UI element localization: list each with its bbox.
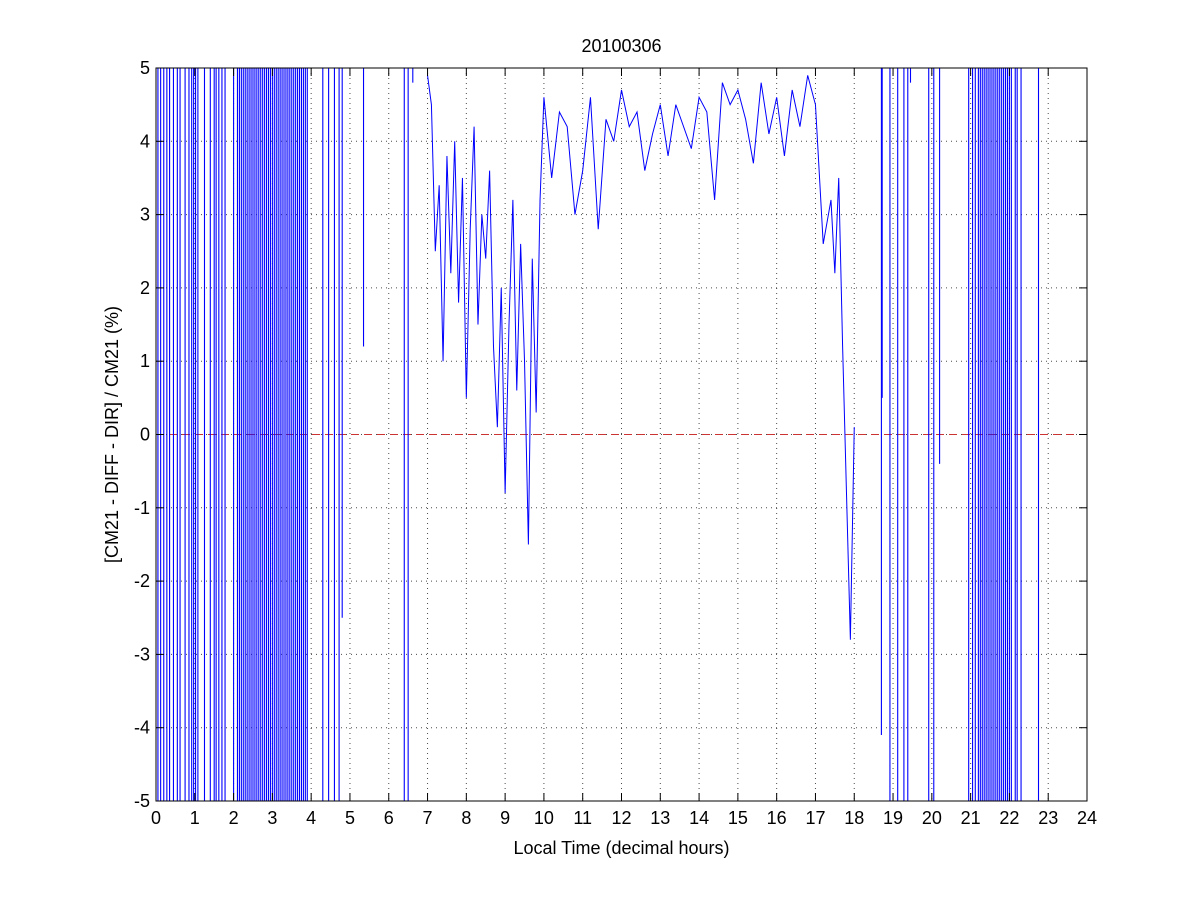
x-tick-label: 20 [922,808,942,828]
grid-lines [156,68,1087,801]
spike-layer [157,68,1040,801]
y-tick-label: 5 [140,58,150,78]
x-tick-label: 18 [844,808,864,828]
x-tick-label: 21 [961,808,981,828]
x-tick-label: 24 [1077,808,1097,828]
y-axis-label: [CM21 - DIFF - DIR] / CM21 (%) [102,306,122,563]
x-tick-label: 3 [267,808,277,828]
x-tick-label: 19 [883,808,903,828]
y-tick-label: 3 [140,205,150,225]
y-tick-label: -3 [134,644,150,664]
y-tick-label: 1 [140,351,150,371]
y-tick-label: -5 [134,791,150,811]
x-tick-labels: 0 1 2 3 4 5 6 7 8 9 10 11 12 13 14 15 16 17 18 19 20 21 22 23 24 [151,808,1097,828]
x-tick-label: 13 [650,808,670,828]
y-tick-label: 4 [140,131,150,151]
axis-ticks [155,67,1088,802]
chart-title: 20100306 [581,36,661,56]
x-tick-label: 11 [573,808,592,828]
y-tick-label: 2 [140,278,150,298]
y-tick-label: -4 [134,718,150,738]
x-tick-label: 16 [767,808,787,828]
x-tick-label: 8 [461,808,471,828]
x-tick-label: 7 [423,808,433,828]
x-tick-label: 2 [229,808,239,828]
x-tick-label: 17 [805,808,825,828]
y-tick-labels: -5 -4 -3 -2 -1 0 1 2 3 4 5 [134,58,150,811]
series-line [427,75,855,640]
y-tick-label: -2 [134,571,150,591]
x-tick-label: 10 [534,808,554,828]
x-tick-label: 5 [345,808,355,828]
y-tick-label: -1 [134,498,150,518]
x-tick-label: 1 [190,808,200,828]
x-tick-label: 9 [500,808,510,828]
x-tick-label: 6 [384,808,394,828]
x-axis-label: Local Time (decimal hours) [513,838,729,858]
y-tick-label: 0 [140,425,150,445]
x-tick-label: 14 [689,808,709,828]
x-tick-label: 15 [728,808,748,828]
x-tick-label: 0 [151,808,161,828]
x-tick-label: 23 [1038,808,1058,828]
data-layer [156,68,1087,801]
x-tick-label: 12 [611,808,631,828]
x-tick-label: 22 [999,808,1019,828]
x-tick-label: 4 [306,808,316,828]
